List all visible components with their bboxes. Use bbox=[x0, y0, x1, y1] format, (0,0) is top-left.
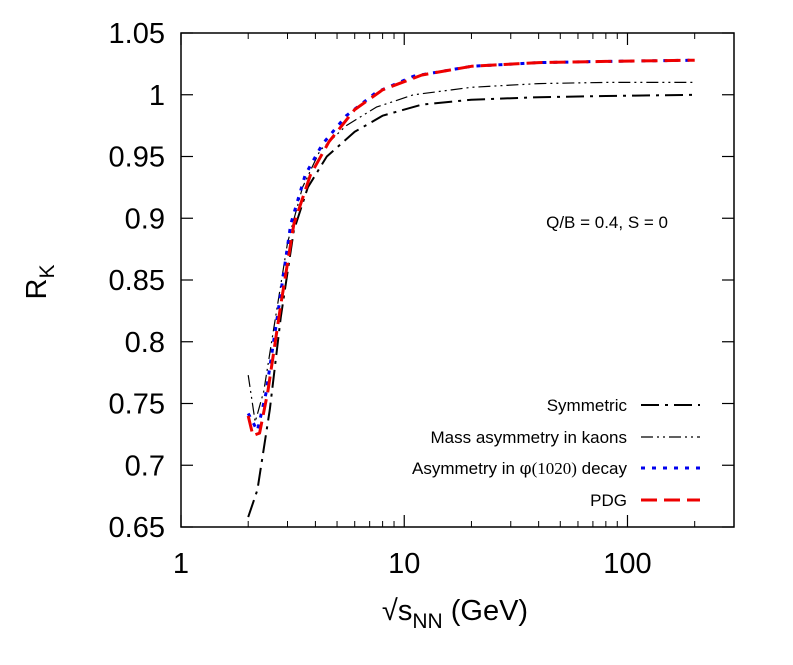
x-axis-title-unit: (GeV) bbox=[443, 595, 528, 627]
y-tick-label: 0.65 bbox=[109, 512, 165, 544]
legend: Symmetric Mass asymmetry in kaons Asymmetr… bbox=[412, 396, 700, 510]
legend-entry: Mass asymmetry in kaons bbox=[431, 428, 700, 447]
series-line-3 bbox=[246, 58, 695, 438]
legend-label-mass: (1020) bbox=[532, 459, 577, 478]
legend-entry: PDG bbox=[590, 491, 700, 510]
annotation: Q/B = 0.4, S = 0 bbox=[546, 213, 668, 232]
legend-label: PDG bbox=[590, 491, 627, 510]
x-axis-title-base: s bbox=[398, 595, 413, 627]
x-axis-title: √sNN (GeV) bbox=[382, 595, 528, 633]
x-axis-radical: √ bbox=[382, 595, 398, 627]
y-tick-label: 1.05 bbox=[109, 18, 165, 50]
series-line-0 bbox=[247, 93, 695, 518]
y-tick-label: 0.85 bbox=[109, 265, 165, 297]
legend-label-suffix: decay bbox=[577, 459, 628, 478]
y-tick-label: 0.95 bbox=[109, 142, 165, 174]
y-axis-title-sub: K bbox=[36, 265, 59, 279]
series-line-1 bbox=[247, 81, 695, 423]
legend-label-phi: φ bbox=[520, 459, 532, 479]
y-tick-label: 0.8 bbox=[125, 327, 165, 359]
x-axis-title-sub: NN bbox=[412, 610, 442, 633]
y-tick-label: 1 bbox=[149, 80, 165, 112]
y-axis-title-base: R bbox=[21, 279, 53, 300]
y-axis-title: RK bbox=[21, 265, 59, 300]
tick-labels: 1 10 100 0.65 0.7 0.75 0.8 0.85 0.9 0.95 1 1.05 bbox=[109, 18, 652, 580]
x-tick-label: 10 bbox=[388, 548, 420, 580]
series-line-2 bbox=[246, 58, 695, 433]
y-tick-label: 0.9 bbox=[125, 203, 165, 235]
x-tick-label: 100 bbox=[603, 548, 651, 580]
legend-label: Mass asymmetry in kaons bbox=[431, 428, 628, 447]
y-tick-label: 0.75 bbox=[109, 389, 165, 421]
legend-label: Symmetric bbox=[547, 396, 628, 415]
y-tick-label: 0.7 bbox=[125, 450, 165, 482]
legend-label: Asymmetry in φ(1020) decay bbox=[412, 459, 628, 479]
ticks bbox=[180, 32, 734, 528]
legend-entry: Symmetric bbox=[547, 396, 700, 415]
x-tick-label: 1 bbox=[173, 548, 189, 580]
legend-entry: Asymmetry in φ(1020) decay bbox=[412, 459, 700, 479]
series-lines bbox=[246, 58, 695, 518]
legend-label-prefix: Asymmetry in bbox=[412, 459, 520, 478]
